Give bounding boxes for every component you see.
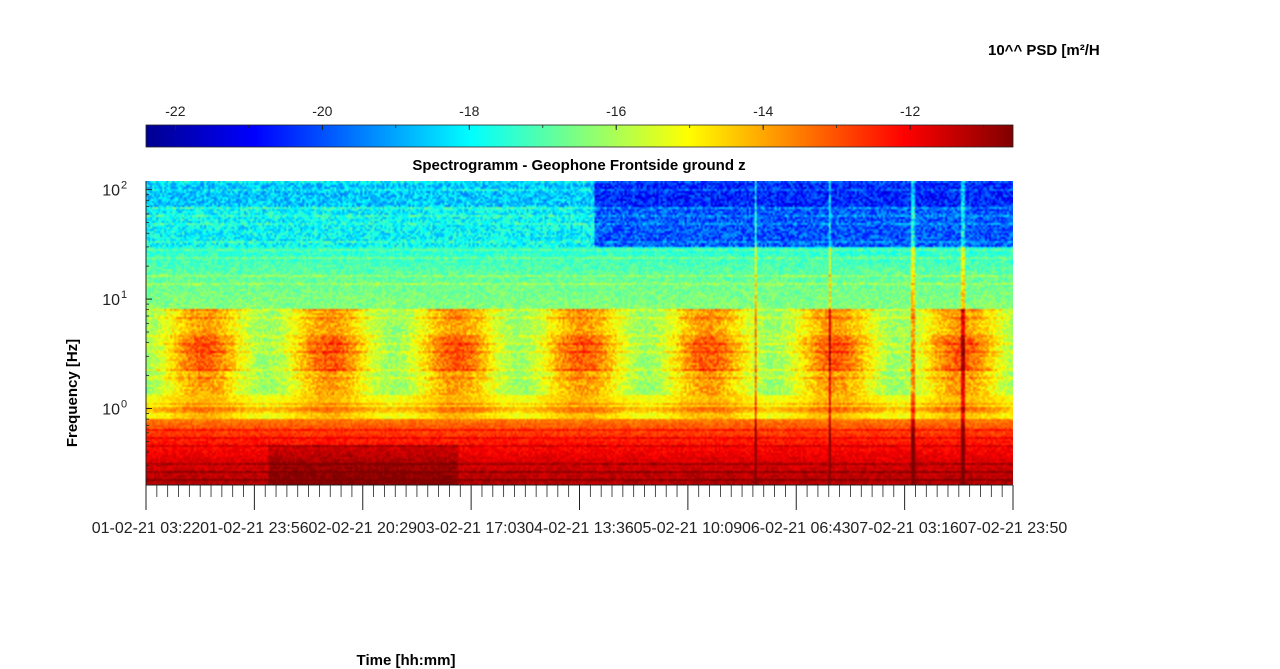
x-axis-label: Time [hh:mm]	[357, 652, 456, 669]
x-tick-label: 02-02-21 20:29	[308, 520, 417, 537]
colorbar-tick-label: -22	[165, 103, 185, 119]
y-tick-label: 10	[102, 183, 120, 200]
spectrogram-heatmap	[146, 181, 1013, 485]
y-axis-label: Frequency [Hz]	[64, 339, 81, 447]
colorbar-gradient	[145, 124, 1014, 148]
colorbar-ticks: -22 -20 -18 -16 -14 -12	[165, 103, 985, 130]
x-tick-label: 06-02-21 06:43	[742, 520, 851, 537]
x-tick-label: 01-02-21 23:56	[200, 520, 309, 537]
colorbar-tick-label: -14	[753, 103, 773, 119]
y-tick-exponent: 0	[121, 399, 127, 411]
x-tick-label: 07-02-21 23:50	[959, 520, 1068, 537]
x-axis: 01-02-21 03:22 01-02-21 23:56 02-02-21 20:…	[92, 484, 1068, 537]
y-tick-label: 10	[102, 292, 120, 309]
x-tick-label: 01-02-21 03:22	[92, 520, 201, 537]
y-tick-exponent: 2	[121, 180, 127, 192]
x-tick-label: 03-02-21 17:03	[417, 520, 526, 537]
colorbar-tick-label: -20	[312, 103, 332, 119]
plot-area	[146, 181, 1013, 485]
chart-title: Spectrogramm - Geophone Frontside ground…	[412, 157, 745, 174]
x-tick-label: 07-02-21 03:16	[850, 520, 959, 537]
colorbar: -22 -20 -18 -16 -14 -12	[145, 103, 1014, 148]
y-tick-exponent: 1	[121, 289, 127, 301]
colorbar-label: 10^^ PSD [m²/H	[988, 42, 1100, 59]
y-tick-label: 10	[102, 402, 120, 419]
colorbar-tick-label: -12	[900, 103, 920, 119]
x-tick-label: 04-02-21 13:36	[525, 520, 634, 537]
colorbar-tick-label: -16	[606, 103, 626, 119]
x-tick-label: 05-02-21 10:09	[634, 520, 743, 537]
colorbar-tick-label: -18	[459, 103, 479, 119]
